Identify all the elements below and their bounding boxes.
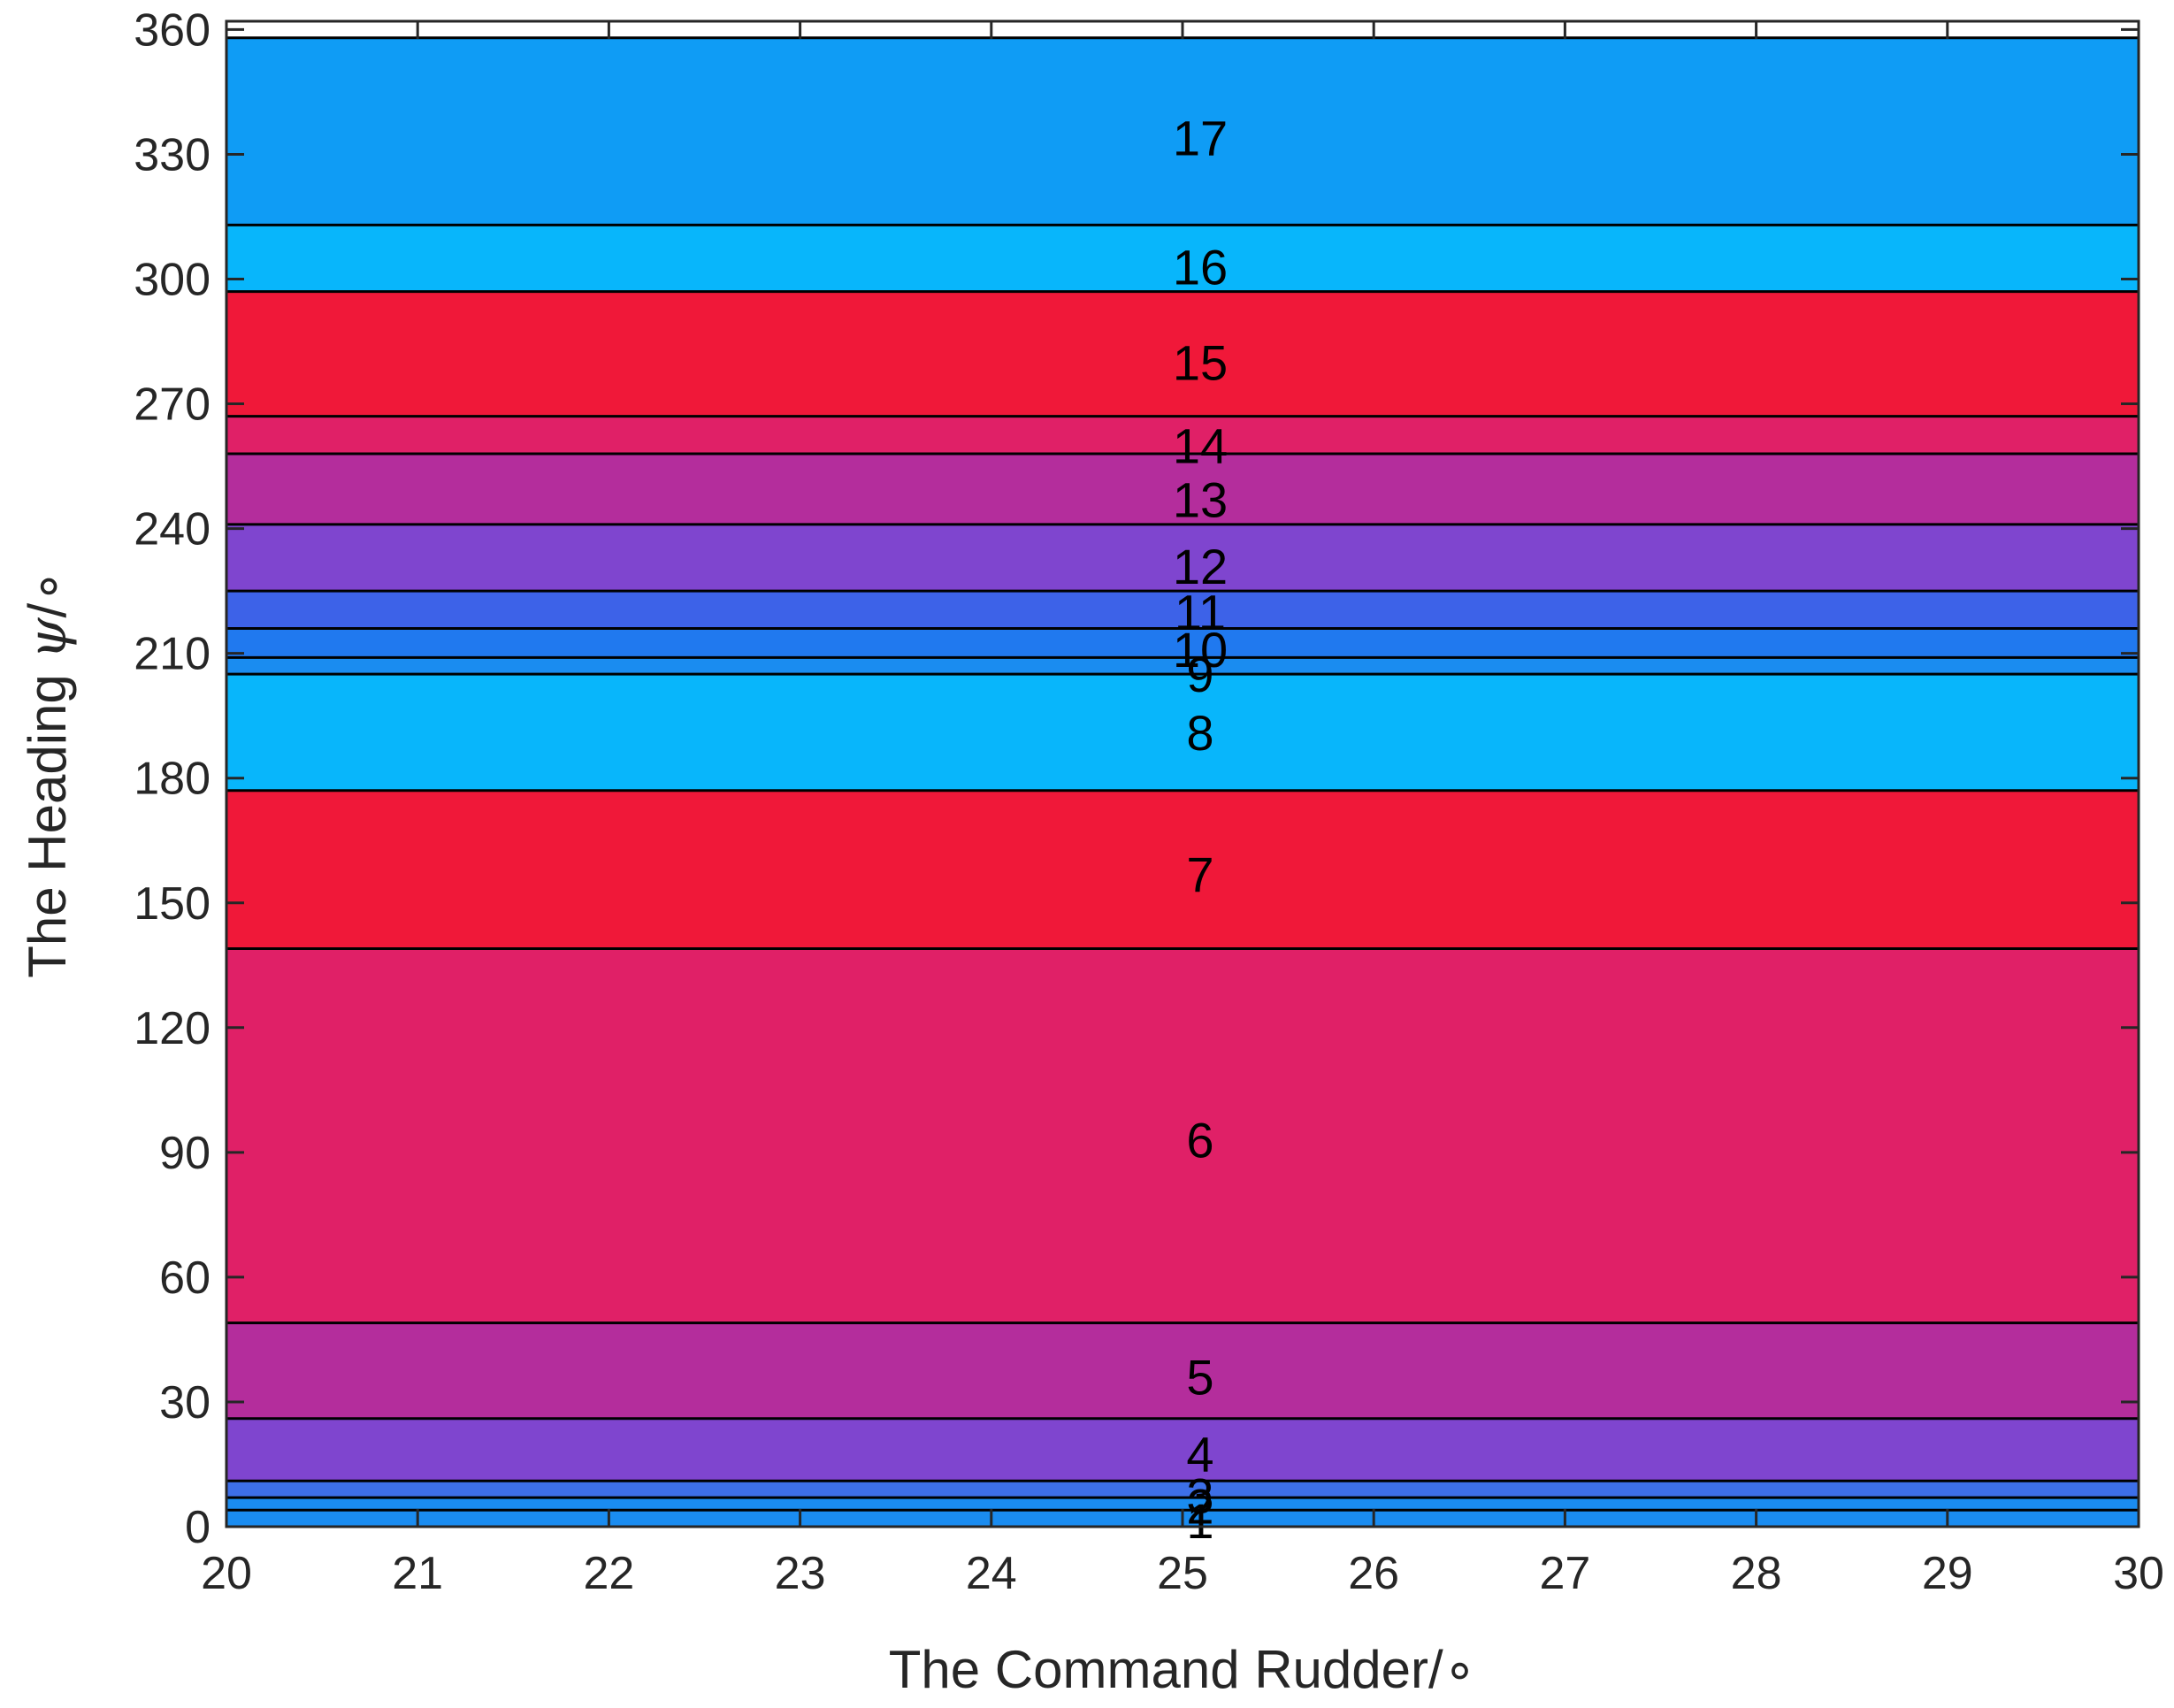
y-tick-label: 0 [185,1502,211,1553]
y-tick-label: 330 [134,129,211,180]
band-16 [226,225,2139,292]
band-label-7: 7 [1186,846,1213,902]
x-tick-label: 29 [1922,1548,1973,1599]
y-tick-label: 90 [159,1128,211,1179]
band-3 [226,1481,2139,1498]
band-13 [226,453,2139,525]
plot-frame [225,19,2140,1528]
band-label-12: 12 [1173,539,1228,594]
x-tick-label: 21 [392,1548,443,1599]
y-axis-title-unit: /∘ [18,570,77,617]
band-label-10: 10 [1173,622,1228,678]
band-17 [226,37,2139,226]
band-label-9: 9 [1186,647,1213,702]
x-tick-label: 28 [1731,1548,1782,1599]
band-9 [226,657,2139,675]
band-14 [226,416,2139,454]
band-15 [226,291,2139,417]
y-tick-label: 150 [134,878,211,930]
y-axis-title-text: The Heading [18,660,77,978]
x-tick-label: 23 [775,1548,826,1599]
x-axis-title: The Command Rudder/∘ [889,1640,1477,1699]
y-tick-label: 180 [134,754,211,805]
band-5 [226,1322,2139,1419]
band-label-15: 15 [1173,335,1228,391]
x-tick-label: 24 [966,1548,1017,1599]
band-label-16: 16 [1173,239,1228,295]
band-label-1: 1 [1186,1493,1213,1549]
y-tick-label: 240 [134,504,211,555]
x-tick-label: 22 [583,1548,634,1599]
bands-layer [226,36,2139,1527]
x-tick-label: 27 [1539,1548,1590,1599]
y-axis-title-symbol: ψ [17,617,79,660]
ticks-layer [225,21,2140,1528]
y-tick-label: 270 [134,379,211,431]
y-axis-title: The Heading ψ/∘ [17,570,79,978]
band-label-14: 14 [1173,418,1228,474]
tick-labels-layer: 20 21 22 23 24 25 26 27 28 29 30030609012015018021… [134,4,2164,1599]
x-tick-label: 20 [201,1548,252,1599]
y-tick-label: 210 [134,629,211,680]
y-tick-label: 30 [159,1377,211,1428]
y-tick-label: 300 [134,255,211,306]
band-4 [226,1418,2139,1482]
band-10 [226,628,2139,658]
band-label-11: 11 [1175,585,1226,640]
band-7 [226,790,2139,949]
band-label-8: 8 [1186,705,1213,761]
band-label-13: 13 [1173,472,1228,528]
band-label-4: 4 [1186,1427,1213,1482]
y-tick-label: 360 [134,4,211,56]
band-2 [226,1497,2139,1511]
x-tick-label: 25 [1157,1548,1208,1599]
x-tick-label: 26 [1348,1548,1399,1599]
band-6 [226,948,2139,1323]
y-tick-label: 120 [134,1003,211,1054]
band-label-3: 3 [1186,1468,1213,1524]
band-label-2: 2 [1186,1478,1213,1534]
band-label-5: 5 [1186,1350,1213,1405]
band-12 [226,524,2139,592]
x-tick-label: 30 [2113,1548,2164,1599]
band-8 [226,674,2139,791]
band-11 [226,591,2139,629]
band-label-6: 6 [1186,1113,1213,1168]
y-tick-label: 60 [159,1252,211,1304]
band-label-17: 17 [1173,111,1228,166]
